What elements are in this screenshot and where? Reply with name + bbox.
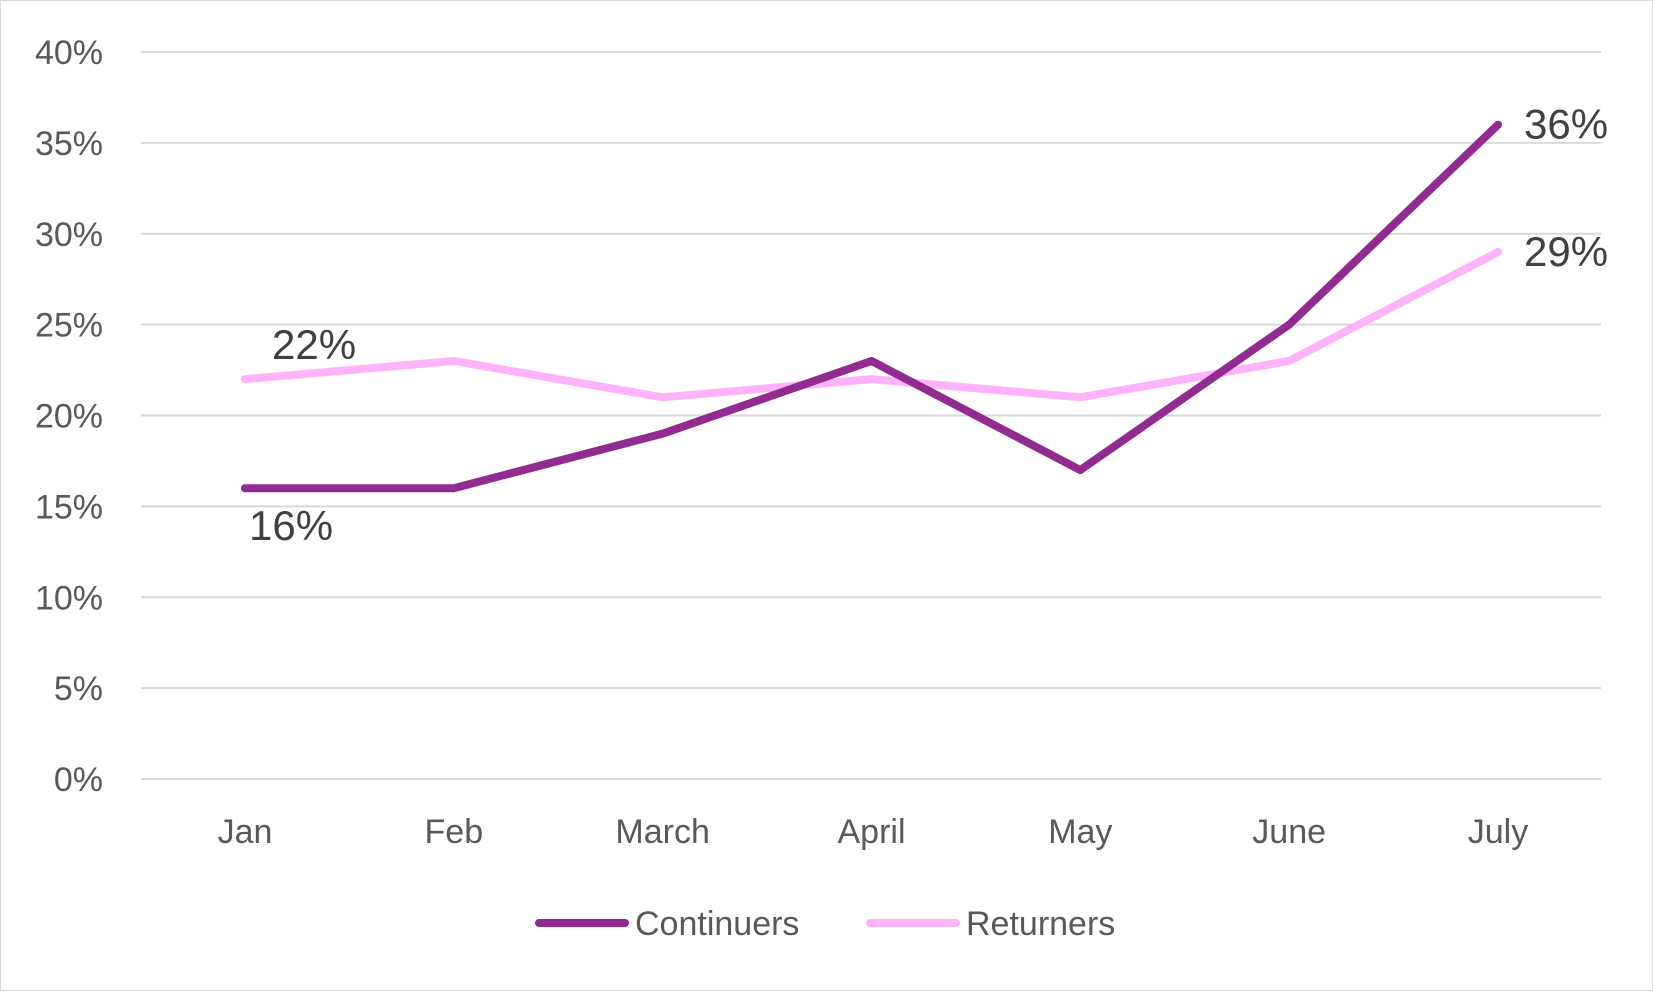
legend-label: Returners — [966, 905, 1115, 943]
data-point-continuers — [241, 484, 249, 493]
data-point-continuers — [1494, 120, 1502, 129]
legend-item-continuers: Continuers — [535, 905, 799, 943]
data-point-continuers — [867, 356, 876, 365]
y-tick-label: 40% — [35, 34, 103, 72]
x-tick-label: July — [1468, 813, 1528, 851]
y-axis-tick-labels: 0% 5% 10% 15% 20% 25% 30% 35% 40% — [35, 34, 103, 799]
x-tick-label: Jan — [218, 813, 273, 851]
data-point-returners — [658, 393, 667, 402]
x-tick-label: March — [615, 813, 709, 851]
y-tick-label: 5% — [54, 670, 103, 708]
y-tick-label: 25% — [35, 307, 103, 345]
data-point-continuers — [658, 429, 667, 438]
data-point-returners — [1494, 247, 1502, 256]
legend-item-returners: Returners — [866, 905, 1115, 943]
data-labels: 16% 36% 22% 29% — [249, 101, 1608, 550]
data-point-returners — [241, 375, 249, 384]
data-label-returners: 29% — [1524, 228, 1608, 275]
series-lines — [241, 120, 1502, 493]
data-point-continuers — [449, 484, 458, 493]
data-point-returners — [867, 375, 876, 384]
legend: Continuers Returners — [535, 905, 1115, 943]
x-tick-label: May — [1048, 813, 1112, 851]
y-tick-label: 10% — [35, 579, 103, 617]
data-point-returners — [449, 356, 458, 365]
x-tick-label: Feb — [425, 813, 484, 851]
data-point-returners — [1076, 393, 1085, 402]
gridlines — [141, 51, 1601, 780]
data-point-returners — [1285, 356, 1294, 365]
x-tick-label: April — [837, 813, 905, 851]
x-tick-label: June — [1252, 813, 1326, 851]
data-point-continuers — [1076, 466, 1085, 475]
x-axis-tick-labels: Jan Feb March April May June July — [218, 813, 1529, 851]
y-tick-label: 0% — [54, 761, 103, 799]
y-tick-label: 15% — [35, 488, 103, 526]
data-label-continuers: 36% — [1524, 101, 1608, 148]
data-point-continuers — [1285, 320, 1294, 329]
data-label-returners: 22% — [272, 321, 356, 368]
y-tick-label: 20% — [35, 398, 103, 436]
legend-label: Continuers — [635, 905, 799, 943]
y-tick-label: 35% — [35, 125, 103, 163]
series-line-continuers — [241, 120, 1502, 493]
y-tick-label: 30% — [35, 216, 103, 254]
data-label-continuers: 16% — [249, 502, 333, 549]
